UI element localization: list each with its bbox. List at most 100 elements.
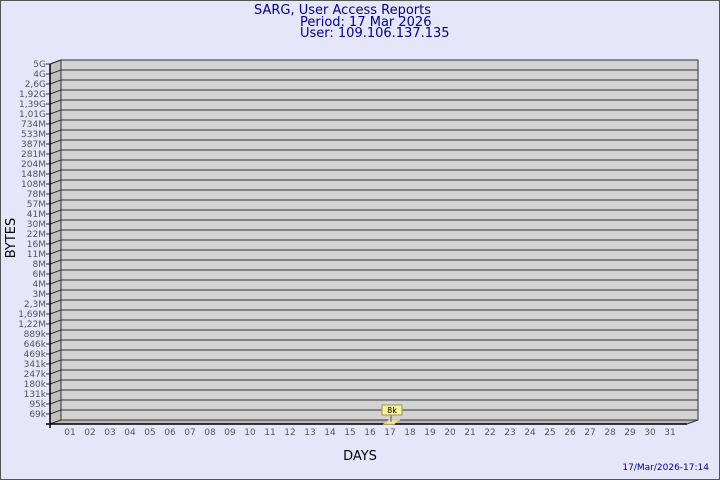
x-tick-label: 24 bbox=[524, 428, 536, 438]
x-tick-label: 18 bbox=[404, 428, 416, 438]
gridline-side bbox=[49, 279, 62, 285]
y-tick-label: 6M bbox=[33, 270, 47, 280]
y-tick-label: 57M bbox=[27, 200, 46, 210]
y-tick-label: 4G bbox=[33, 70, 46, 80]
y-tick-label: 131k bbox=[24, 390, 47, 400]
gridline-side bbox=[49, 149, 62, 155]
y-tick-label: 5G bbox=[33, 60, 46, 70]
gridline-side bbox=[49, 59, 62, 65]
y-tick-label: 247k bbox=[24, 370, 47, 380]
x-tick-label: 20 bbox=[444, 428, 456, 438]
x-tick-label: 03 bbox=[104, 428, 115, 438]
x-axis-label: DAYS bbox=[343, 449, 377, 464]
y-tick-label: 204M bbox=[21, 160, 46, 170]
y-tick-label: 281M bbox=[21, 150, 46, 160]
x-tick-label: 27 bbox=[584, 428, 595, 438]
y-tick-label: 180k bbox=[24, 380, 47, 390]
x-tick-label: 08 bbox=[204, 428, 216, 438]
gridline-side bbox=[49, 399, 62, 405]
y-tick-label: 30M bbox=[27, 220, 46, 230]
y-tick-label: 95k bbox=[29, 400, 46, 410]
y-tick-label: 22M bbox=[27, 230, 46, 240]
y-tick-label: 1,92G bbox=[19, 90, 46, 100]
y-tick-label: 1,39G bbox=[19, 100, 46, 110]
gridline-side bbox=[49, 129, 62, 135]
chart-user: User: 109.106.137.135 bbox=[300, 26, 450, 41]
gridline-side bbox=[49, 359, 62, 365]
y-tick-label: 11M bbox=[27, 250, 46, 260]
gridline-side bbox=[49, 209, 62, 215]
x-tick-label: 02 bbox=[84, 428, 95, 438]
y-tick-label: 469k bbox=[24, 350, 47, 360]
chart-title: SARG, User Access Reports bbox=[254, 3, 432, 18]
x-tick-label: 01 bbox=[64, 428, 75, 438]
gridline-side bbox=[49, 119, 62, 125]
x-tick-label: 15 bbox=[344, 428, 355, 438]
x-tick-label: 21 bbox=[464, 428, 475, 438]
gridline-side bbox=[49, 169, 62, 175]
x-tick-label: 19 bbox=[424, 428, 436, 438]
y-tick-label: 41M bbox=[27, 210, 46, 220]
y-tick-label: 4M bbox=[33, 280, 47, 290]
y-tick-label: 2,3M bbox=[24, 300, 46, 310]
y-tick-label: 78M bbox=[27, 190, 46, 200]
gridline-side bbox=[49, 69, 62, 75]
gridline-side bbox=[49, 369, 62, 375]
y-tick-label: 734M bbox=[21, 120, 46, 130]
gridline-side bbox=[49, 339, 62, 345]
gridline-side bbox=[49, 229, 62, 235]
gridline-side bbox=[49, 139, 62, 145]
gridline-side bbox=[49, 319, 62, 325]
gridline-side bbox=[49, 219, 62, 225]
y-tick-label: 1,69M bbox=[18, 310, 46, 320]
gridline-side bbox=[49, 299, 62, 305]
gridline-side bbox=[49, 409, 62, 415]
gridline-side bbox=[49, 109, 62, 115]
x-tick-label: 14 bbox=[324, 428, 336, 438]
x-tick-label: 13 bbox=[304, 428, 315, 438]
gridline-side bbox=[49, 199, 62, 205]
y-tick-label: 1,01G bbox=[19, 110, 46, 120]
x-tick-label: 10 bbox=[244, 428, 256, 438]
gridline-side bbox=[49, 239, 62, 245]
chart-period: Period: 17 Mar 2026 bbox=[300, 15, 432, 30]
gridline-side bbox=[49, 89, 62, 95]
x-tick-label: 06 bbox=[164, 428, 176, 438]
y-tick-label: 69k bbox=[29, 410, 46, 420]
y-tick-label: 16M bbox=[27, 240, 46, 250]
x-tick-label: 04 bbox=[124, 428, 136, 438]
x-tick-label: 09 bbox=[224, 428, 236, 438]
gridline-side bbox=[49, 249, 62, 255]
x-tick-label: 30 bbox=[644, 428, 656, 438]
y-tick-label: 1,22M bbox=[18, 320, 46, 330]
x-tick-label: 22 bbox=[484, 428, 495, 438]
gridline-side bbox=[49, 99, 62, 105]
gridline-side bbox=[49, 189, 62, 195]
y-axis-label: BYTES bbox=[4, 218, 19, 259]
gridline-side bbox=[49, 159, 62, 165]
y-tick-label: 387M bbox=[21, 140, 46, 150]
x-tick-label: 12 bbox=[284, 428, 295, 438]
y-tick-label: 3M bbox=[33, 290, 47, 300]
y-tick-label: 533M bbox=[21, 130, 46, 140]
x-tick-label: 05 bbox=[144, 428, 155, 438]
gridline-side bbox=[49, 269, 62, 275]
x-tick-label: 31 bbox=[664, 428, 675, 438]
x-tick-label: 28 bbox=[604, 428, 616, 438]
y-tick-label: 646k bbox=[24, 340, 47, 350]
gridline-side bbox=[49, 289, 62, 295]
gridline-side bbox=[49, 79, 62, 85]
x-tick-label: 16 bbox=[364, 428, 376, 438]
y-tick-label: 8M bbox=[33, 260, 47, 270]
gridline-side bbox=[49, 179, 62, 185]
footer-timestamp: 17/Mar/2026-17:14 bbox=[622, 463, 709, 473]
gridline-side bbox=[49, 329, 62, 335]
x-tick-label: 17 bbox=[384, 428, 395, 438]
gridline-side bbox=[49, 349, 62, 355]
x-tick-label: 29 bbox=[624, 428, 636, 438]
y-tick-label: 148M bbox=[21, 170, 46, 180]
y-tick-label: 2,6G bbox=[25, 80, 46, 90]
x-tick-label: 25 bbox=[544, 428, 555, 438]
bar-label-box bbox=[381, 404, 403, 416]
